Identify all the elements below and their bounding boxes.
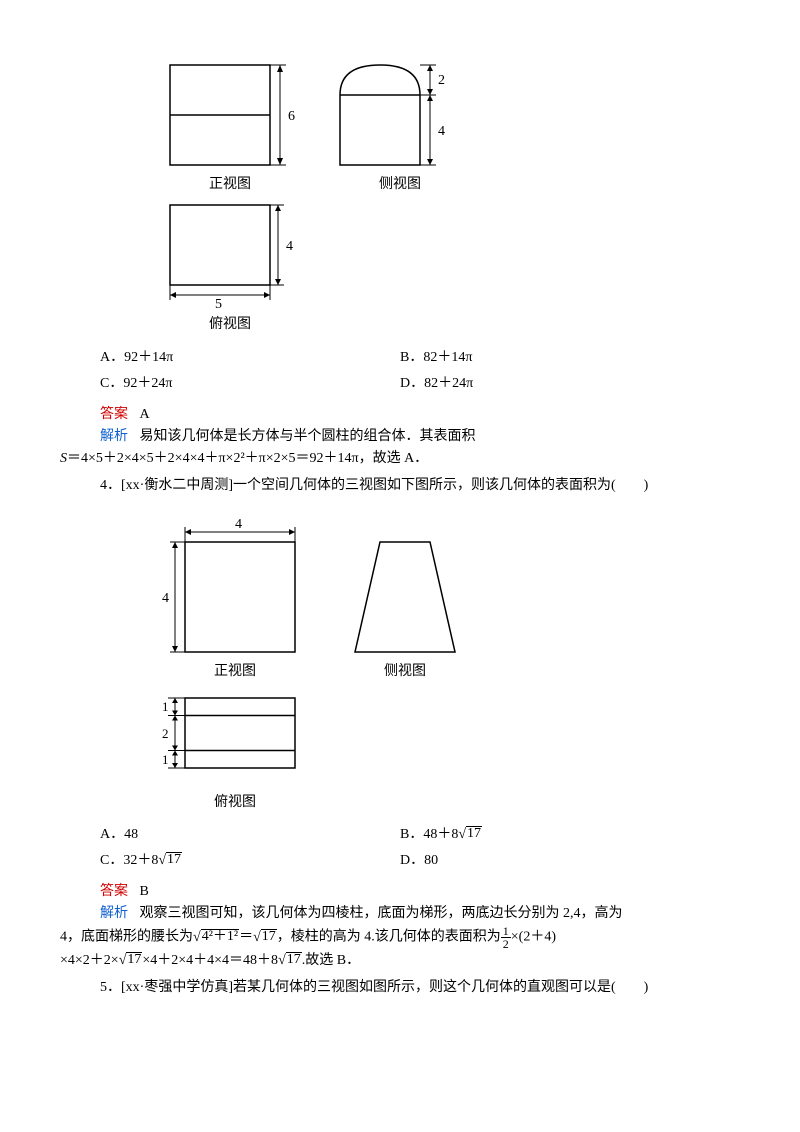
fig2-front-w: 4 [235,517,242,532]
q3-opt-b: B．82＋14π [400,347,700,369]
q4-exp3-rad: 17 [126,952,142,967]
q4-opt-c-rad: 17 [166,852,182,867]
q4-exp3-rad2: 17 [286,952,302,967]
fig2-side-svg [340,517,470,657]
q4-exp2d: ×(2＋4) [511,930,556,945]
fig1-top-svg: 4 5 [160,200,300,310]
q4-exp3b: ×4＋2×4＋4×4＝48＋8 [142,953,278,968]
q4-exp3c: .故选 B． [302,953,360,968]
q3-exp-label: 解析 [100,429,128,444]
q3-options: A．92＋14π B．82＋14π C．92＋24π D．82＋24π [100,347,740,400]
q4-opt-a: A．48 [100,824,400,846]
fig2-side: 侧视图 [340,517,470,683]
fig2-top-l1: 1 [162,699,169,714]
q4-opt-b-pre: B．48＋8 [400,827,458,842]
fig1-top: 4 5 俯视图 [160,200,300,336]
q3-ans: A [140,407,150,422]
fig1-side: 2 4 侧视图 [330,60,470,196]
q4-exp2b: ＝ [239,930,253,945]
sqrt-icon: √4²＋1² [193,927,239,949]
fig1-side-t: 2 [438,73,445,88]
fig2-top-l2: 2 [162,726,169,741]
q4-exp-label: 解析 [100,906,128,921]
sqrt-icon: √17 [253,927,277,949]
q4-exp2-rad1: 4²＋1² [201,929,239,944]
q4-stem: 4．[xx·衡水二中周测]一个空间几何体的三视图如下图所示，则该几何体的表面积为… [100,475,740,497]
q3-ans-label: 答案 [100,407,128,422]
fig1-side-b: 4 [438,124,445,139]
fig1-front-label: 正视图 [209,174,251,196]
fig2-top: 1 2 1 俯视图 [160,688,310,814]
q4-exp-line1: 解析 观察三视图可知，该几何体为四棱柱，底面为梯形，两底边长分别为 2,4，高为 [100,903,740,925]
fig2-front-label: 正视图 [214,661,256,683]
fig1-front-svg: 6 [160,60,300,170]
fig1-row1: 6 正视图 2 4 侧视图 [160,60,740,196]
q3-opt-a: A．92＋14π [100,347,400,369]
fig1-row2: 4 5 俯视图 [160,200,740,336]
sqrt-icon: √17 [278,950,302,972]
fig1-side-svg: 2 4 [330,60,470,170]
q3-opt-d: D．82＋24π [400,373,700,395]
q4-opt-d: D．80 [400,850,700,872]
q3-exp1: 易知该几何体是长方体与半个圆柱的组合体．其表面积 [140,429,476,444]
q4-exp-line3: ×4×2＋2×√17×4＋2×4＋4×4＝48＋8√17.故选 B． [60,950,740,972]
q3-exp-line2: S＝4×5＋2×4×5＋2×4×4＋π×2²＋π×2×5＝92＋14π，故选 A… [60,448,740,470]
fig2-top-l3: 1 [162,752,169,767]
q4-opt-c-pre: C．32＋8 [100,853,158,868]
q3-opt-c: C．92＋24π [100,373,400,395]
q3-S: S [60,451,67,466]
fig2-side-label: 侧视图 [384,661,426,683]
fig2-top-svg: 1 2 1 [160,688,310,788]
sqrt-icon: √17 [458,824,482,846]
fig1-top-h: 4 [286,239,293,254]
q4-exp3a: ×4×2＋2× [60,953,119,968]
q3-answer-line: 答案 A [100,404,740,426]
frac-d: 2 [501,938,511,950]
fig1-side-label: 侧视图 [379,174,421,196]
q4-ans-label: 答案 [100,884,128,899]
q4-exp2c: ，棱柱的高为 4.该几何体的表面积为 [277,930,501,945]
fig2: 4 4 正视图 侧视图 [160,517,740,814]
q4-ans: B [140,884,149,899]
fig1-top-label: 俯视图 [209,314,251,336]
q4-opt-b-rad: 17 [466,826,482,841]
q4-exp1: 观察三视图可知，该几何体为四棱柱，底面为梯形，两底边长分别为 2,4，高为 [140,906,623,921]
q4-exp2a: 4，底面梯形的腰长为 [60,930,193,945]
sqrt-icon: √17 [119,950,143,972]
fig2-front-svg: 4 4 [160,517,310,657]
fig2-row2: 1 2 1 俯视图 [160,688,740,814]
q5-stem: 5．[xx·枣强中学仿真]若某几何体的三视图如图所示，则这个几何体的直观图可以是… [100,977,740,999]
fig1-top-w: 5 [215,297,222,310]
q3-exp-line1: 解析 易知该几何体是长方体与半个圆柱的组合体．其表面积 [100,426,740,448]
fig1: 6 正视图 2 4 侧视图 [160,60,740,337]
fig1-front: 6 正视图 [160,60,300,196]
sqrt-icon: √17 [158,850,182,872]
fig2-row1: 4 4 正视图 侧视图 [160,517,740,683]
fig2-front-h: 4 [162,591,169,606]
q4-opt-c: C．32＋8√17 [100,850,400,872]
q4-exp-line2: 4，底面梯形的腰长为√4²＋1²＝√17，棱柱的高为 4.该几何体的表面积为12… [60,925,740,950]
fig2-top-label: 俯视图 [214,792,256,814]
frac-half: 12 [501,925,511,950]
q4-opt-b: B．48＋8√17 [400,824,700,846]
q4-exp2-rad2: 17 [261,929,277,944]
q4-answer-line: 答案 B [100,881,740,903]
fig1-front-h: 6 [288,109,295,124]
fig2-front: 4 4 正视图 [160,517,310,683]
q3-exp2: ＝4×5＋2×4×5＋2×4×4＋π×2²＋π×2×5＝92＋14π，故选 A． [67,451,428,466]
q4-options: A．48 B．48＋8√17 C．32＋8√17 D．80 [100,824,740,877]
